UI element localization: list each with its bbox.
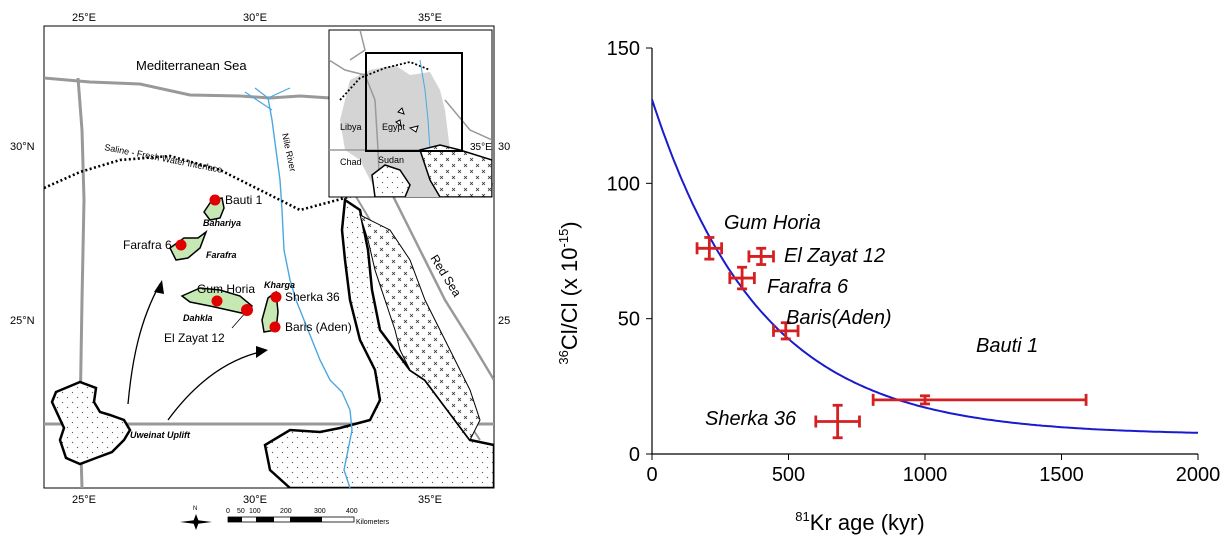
chart-curve-group (651, 99, 1199, 434)
saline-interface-line (44, 154, 353, 212)
y-tick-label: 50 (618, 309, 640, 331)
uplift-label: Uweinat Uplift (130, 430, 191, 440)
y-axis-sup: 36 (556, 350, 571, 364)
data-point (814, 403, 861, 440)
oasis-farafra (169, 229, 208, 261)
data-point (695, 236, 724, 261)
flow-arrow-2 (167, 351, 261, 421)
inset-egypt-label: Egypt (382, 122, 406, 132)
point-label: El Zayat 12 (784, 245, 885, 267)
mediterranean-label: Mediterranean Sea (136, 58, 247, 73)
coastline-north (44, 76, 342, 111)
lon-label-bottom-25: 25°E (72, 494, 96, 506)
inset-lon-label: 35°E (470, 142, 492, 153)
flow-arrow-2-head (256, 346, 268, 358)
chart-x-axis-title: 81Kr age (kyr) (795, 509, 924, 535)
lat-label-left-30: 30°N (10, 141, 35, 153)
point-label: Gum Horia (724, 212, 821, 234)
uweinat-basement (50, 380, 132, 466)
scale-tick-0: 0 (226, 508, 230, 515)
well-bauti (209, 194, 221, 206)
north-arrow: N (180, 506, 212, 530)
y-tick-label: 100 (607, 173, 640, 195)
point-label: Baris(Aden) (786, 307, 892, 329)
well-sherka (270, 291, 282, 303)
y-tick-label: 0 (629, 444, 640, 466)
data-point (728, 265, 756, 291)
scale-unit: Kilometers (356, 519, 390, 526)
well-el-zayat (241, 304, 253, 316)
oasis-dakhla-label: Dahkla (183, 313, 213, 323)
well-farafra6-label: Farafra 6 (123, 238, 172, 252)
y-tick-label: 150 (607, 38, 640, 60)
chart-panel: 0 500 1000 1500 2000 0 50 100 150 Gum Horia El Za… (556, 38, 1221, 535)
map-panel: Mediterranean Sea Red Sea Nile River Sal… (10, 12, 510, 530)
data-point (747, 246, 775, 266)
inset-basement (419, 144, 492, 197)
well-sherka-label: Sherka 36 (285, 290, 340, 304)
oasis-bahariya-label: Bahariya (203, 218, 241, 228)
inset-focus-box (365, 52, 463, 152)
well-el-zayat-label: El Zayat 12 (164, 331, 225, 345)
scale-tick-400: 400 (346, 508, 358, 515)
y-axis-exp: -15 (556, 229, 571, 248)
x-tick-label: 1500 (1039, 464, 1084, 486)
inset-map: Libya Egypt Chad Sudan (328, 29, 493, 198)
data-point (772, 321, 800, 341)
lat-label-right-25: 25°N (498, 315, 510, 327)
lat-label-right-30: 30°N (498, 141, 510, 153)
point-label: Sherka 36 (705, 408, 797, 430)
lon-label-top-25: 25°E (72, 12, 96, 24)
north-letter: N (193, 506, 197, 512)
scale-tick-50: 50 (237, 508, 245, 515)
scale-bar: 0 50 100 200 300 400 Kilometers (226, 508, 390, 526)
chart-labels-group: Gum Horia El Zayat 12 Farafra 6 Baris(Aden)… (705, 212, 1038, 430)
scale-tick-300: 300 (314, 508, 326, 515)
nile-river (267, 97, 353, 488)
x-tick-label: 500 (772, 464, 805, 486)
well-bauti-label: Bauti 1 (225, 193, 263, 207)
chart-points-group (695, 236, 1088, 440)
well-gum-horia-label: Gum Horia (197, 282, 255, 296)
inset-red-sea (444, 99, 492, 141)
well-gum-horia (211, 295, 223, 307)
inset-libya-label: Libya (340, 122, 362, 132)
scale-tick-200: 200 (280, 508, 292, 515)
well-farafra6 (175, 239, 187, 251)
flow-arrow-1-head (154, 280, 164, 294)
scale-tick-100: 100 (249, 508, 261, 515)
oasis-kharga-label: Kharga (264, 280, 295, 290)
inset-chad-label: Chad (340, 157, 362, 167)
decay-curve (651, 99, 1199, 434)
y-axis-text: Cl/Cl (x 10 (557, 247, 582, 350)
lon-label-bottom-35: 35°E (418, 494, 442, 506)
inset-oases (395, 107, 419, 133)
lon-label-top-30: 30°E (243, 12, 267, 24)
x-tick-label: 2000 (1176, 464, 1221, 486)
x-tick-label: 1000 (903, 464, 948, 486)
well-baris-label: Baris (Aden) (285, 320, 352, 334)
x-tick-label: 0 (646, 464, 657, 486)
chart-axes: 0 500 1000 1500 2000 0 50 100 150 (607, 38, 1221, 486)
y-axis-close: ) (557, 221, 582, 228)
inset-basement-2 (371, 164, 411, 197)
data-point (871, 393, 1088, 406)
x-axis-sup: 81 (795, 509, 809, 524)
chart-y-axis-title: 36Cl/Cl (x 10-15) (556, 221, 582, 364)
basement-east (263, 197, 494, 488)
lat-label-left-25: 25°N (10, 315, 35, 327)
point-label: Farafra 6 (767, 276, 849, 298)
oasis-farafra-label: Farafra (206, 250, 237, 260)
lon-label-top-35: 35°E (418, 12, 442, 24)
inset-dotted-boundary (339, 61, 431, 101)
inset-sudan-label: Sudan (378, 155, 404, 165)
point-label: Bauti 1 (976, 335, 1038, 357)
x-axis-text: Kr age (kyr) (810, 510, 925, 535)
nile-delta (244, 87, 291, 111)
well-baris (269, 321, 281, 333)
map-graticule-labels: 25°E 30°E 35°E 25°E 30°E 35°E 30°N 25°N … (10, 12, 510, 506)
lon-label-bottom-30: 30°E (243, 494, 267, 506)
flow-arrow-1 (127, 283, 161, 405)
basement-east-x (359, 214, 481, 441)
